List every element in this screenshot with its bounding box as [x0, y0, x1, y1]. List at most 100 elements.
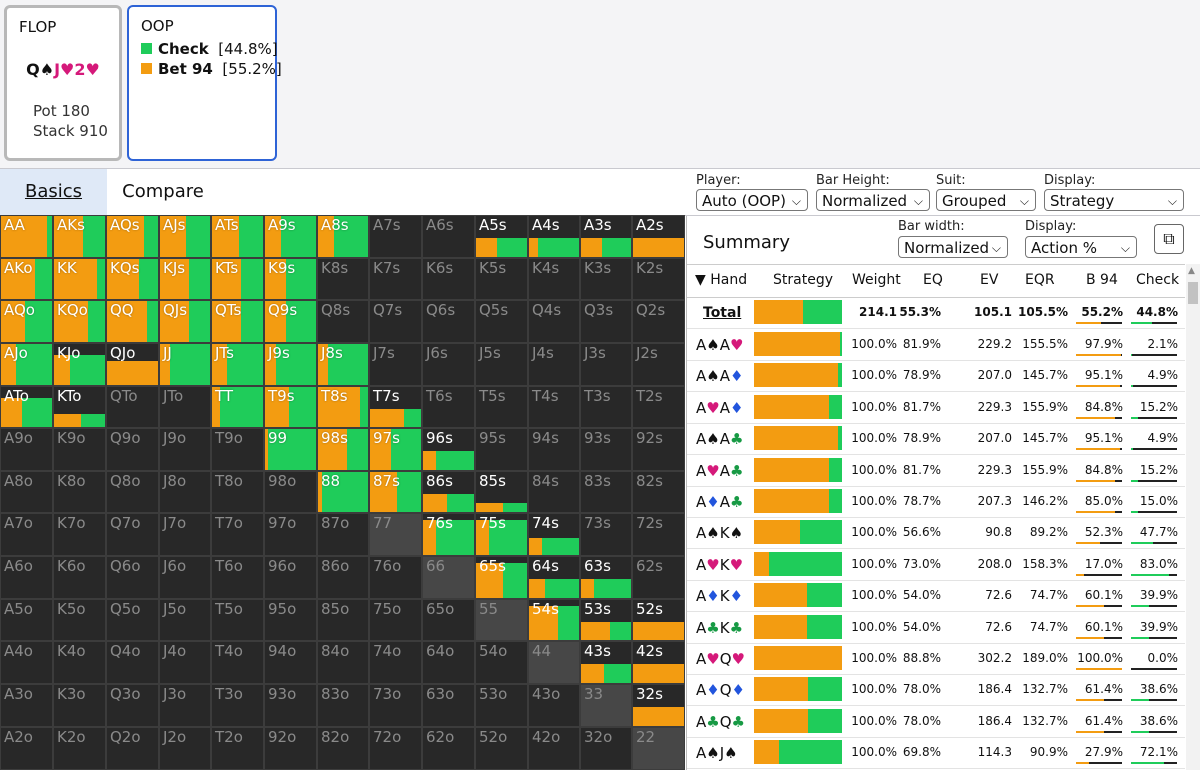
hand-cell-K3o[interactable]: K3o: [53, 684, 106, 727]
hand-cell-74s[interactable]: 74s: [528, 513, 580, 556]
hand-cell-QTs[interactable]: QTs: [211, 300, 264, 343]
hand-cell-T7s[interactable]: T7s: [369, 386, 422, 428]
hand-cell-Q6o[interactable]: Q6o: [106, 556, 159, 599]
table-row[interactable]: A♦A♣ 100.0% 78.7% 207.3 146.2% 85.0% 15.0%: [687, 486, 1185, 518]
hand-cell-J8s[interactable]: J8s: [317, 343, 369, 386]
hand-cell-AKs[interactable]: AKs: [53, 215, 106, 258]
hand-cell-82o[interactable]: 82o: [317, 727, 369, 770]
tab-compare[interactable]: Compare: [122, 181, 204, 202]
hand-cell-AA[interactable]: AA: [0, 215, 53, 258]
display2-select[interactable]: Action % ⌵: [1025, 236, 1137, 258]
hand-cell-T5o[interactable]: T5o: [211, 599, 264, 641]
hand-cell-95o[interactable]: 95o: [264, 599, 317, 641]
hand-cell-Q3s[interactable]: Q3s: [580, 300, 632, 343]
bar-height-select[interactable]: Normalized ⌵: [816, 189, 930, 211]
hand-cell-32o[interactable]: 32o: [580, 727, 632, 770]
hand-cell-87o[interactable]: 87o: [317, 513, 369, 556]
hand-cell-AQo[interactable]: AQo: [0, 300, 53, 343]
hand-cell-AJo[interactable]: AJo: [0, 343, 53, 386]
hand-cell-Q9o[interactable]: Q9o: [106, 428, 159, 471]
hand-cell-K7s[interactable]: K7s: [369, 258, 422, 300]
hand-cell-K6o[interactable]: K6o: [53, 556, 106, 599]
hand-cell-T7o[interactable]: T7o: [211, 513, 264, 556]
hand-cell-T6o[interactable]: T6o: [211, 556, 264, 599]
hand-cell-AQs[interactable]: AQs: [106, 215, 159, 258]
hand-cell-75o[interactable]: 75o: [369, 599, 422, 641]
hand-cell-A3o[interactable]: A3o: [0, 684, 53, 727]
scroll-thumb[interactable]: [1188, 282, 1198, 304]
hand-cell-K5o[interactable]: K5o: [53, 599, 106, 641]
tab-basics[interactable]: Basics: [0, 169, 107, 215]
hand-cell-T6s[interactable]: T6s: [422, 386, 475, 428]
hand-cell-64s[interactable]: 64s: [528, 556, 580, 599]
hand-cell-K5s[interactable]: K5s: [475, 258, 528, 300]
hand-cell-75s[interactable]: 75s: [475, 513, 528, 556]
col-eq[interactable]: EQ: [923, 272, 943, 288]
hand-cell-ATs[interactable]: ATs: [211, 215, 264, 258]
col-eqr[interactable]: EQR: [1025, 272, 1055, 288]
hand-cell-T9s[interactable]: T9s: [264, 386, 317, 428]
hand-cell-A6s[interactable]: A6s: [422, 215, 475, 258]
hand-cell-KK[interactable]: KK: [53, 258, 106, 300]
hand-cell-KTo[interactable]: KTo: [53, 386, 106, 428]
hand-cell-JJ[interactable]: JJ: [159, 343, 211, 386]
hand-cell-77[interactable]: 77: [369, 513, 422, 556]
hand-cell-K4o[interactable]: K4o: [53, 641, 106, 684]
hand-cell-98s[interactable]: 98s: [317, 428, 369, 471]
hand-cell-73o[interactable]: 73o: [369, 684, 422, 727]
hand-cell-A4s[interactable]: A4s: [528, 215, 580, 258]
hand-cell-J5s[interactable]: J5s: [475, 343, 528, 386]
hand-cell-Q9s[interactable]: Q9s: [264, 300, 317, 343]
hand-cell-42o[interactable]: 42o: [528, 727, 580, 770]
hand-cell-62s[interactable]: 62s: [632, 556, 685, 599]
hand-cell-83o[interactable]: 83o: [317, 684, 369, 727]
hand-cell-96o[interactable]: 96o: [264, 556, 317, 599]
hand-cell-44[interactable]: 44: [528, 641, 580, 684]
table-row[interactable]: A♥A♣ 100.0% 81.7% 229.3 155.9% 84.8% 15.2%: [687, 455, 1185, 487]
hand-cell-63o[interactable]: 63o: [422, 684, 475, 727]
col-strategy[interactable]: Strategy: [773, 272, 833, 288]
hand-cell-99[interactable]: 99: [264, 428, 317, 471]
table-row[interactable]: A♦Q♦ 100.0% 78.0% 186.4 132.7% 61.4% 38.6%: [687, 674, 1185, 707]
hand-cell-J3s[interactable]: J3s: [580, 343, 632, 386]
hand-cell-84o[interactable]: 84o: [317, 641, 369, 684]
hand-cell-A5o[interactable]: A5o: [0, 599, 53, 641]
hand-cell-53o[interactable]: 53o: [475, 684, 528, 727]
hand-cell-J8o[interactable]: J8o: [159, 471, 211, 513]
hand-cell-T9o[interactable]: T9o: [211, 428, 264, 471]
hand-cell-93o[interactable]: 93o: [264, 684, 317, 727]
hand-cell-87s[interactable]: 87s: [369, 471, 422, 513]
hand-cell-K8s[interactable]: K8s: [317, 258, 369, 300]
hand-cell-J4o[interactable]: J4o: [159, 641, 211, 684]
hand-cell-A3s[interactable]: A3s: [580, 215, 632, 258]
hand-cell-54o[interactable]: 54o: [475, 641, 528, 684]
hand-cell-J6o[interactable]: J6o: [159, 556, 211, 599]
hand-cell-J6s[interactable]: J6s: [422, 343, 475, 386]
hand-cell-K4s[interactable]: K4s: [528, 258, 580, 300]
hand-cell-62o[interactable]: 62o: [422, 727, 475, 770]
hand-cell-84s[interactable]: 84s: [528, 471, 580, 513]
hand-cell-Q7o[interactable]: Q7o: [106, 513, 159, 556]
hand-cell-72s[interactable]: 72s: [632, 513, 685, 556]
hand-cell-KJo[interactable]: KJo: [53, 343, 106, 386]
table-row[interactable]: A♠A♥ 100.0% 81.9% 229.2 155.5% 97.9% 2.1%: [687, 329, 1185, 361]
hand-cell-97s[interactable]: 97s: [369, 428, 422, 471]
hand-cell-J9o[interactable]: J9o: [159, 428, 211, 471]
hand-cell-Q7s[interactable]: Q7s: [369, 300, 422, 343]
table-row[interactable]: A♠K♠ 100.0% 56.6% 90.8 89.2% 52.3% 47.7%: [687, 517, 1185, 550]
hand-cell-A7o[interactable]: A7o: [0, 513, 53, 556]
hand-cell-52o[interactable]: 52o: [475, 727, 528, 770]
hand-cell-76s[interactable]: 76s: [422, 513, 475, 556]
hand-cell-T2o[interactable]: T2o: [211, 727, 264, 770]
hand-cell-KJs[interactable]: KJs: [159, 258, 211, 300]
hand-cell-K9o[interactable]: K9o: [53, 428, 106, 471]
table-row[interactable]: A♥Q♥ 100.0% 88.8% 302.2 189.0% 100.0% 0.0%: [687, 643, 1185, 675]
hand-cell-KQo[interactable]: KQo: [53, 300, 106, 343]
open-external-button[interactable]: ⧉: [1154, 224, 1184, 254]
hand-cell-74o[interactable]: 74o: [369, 641, 422, 684]
hand-cell-Q4o[interactable]: Q4o: [106, 641, 159, 684]
hand-cell-K3s[interactable]: K3s: [580, 258, 632, 300]
hand-cell-86o[interactable]: 86o: [317, 556, 369, 599]
hand-cell-93s[interactable]: 93s: [580, 428, 632, 471]
hand-cell-J4s[interactable]: J4s: [528, 343, 580, 386]
